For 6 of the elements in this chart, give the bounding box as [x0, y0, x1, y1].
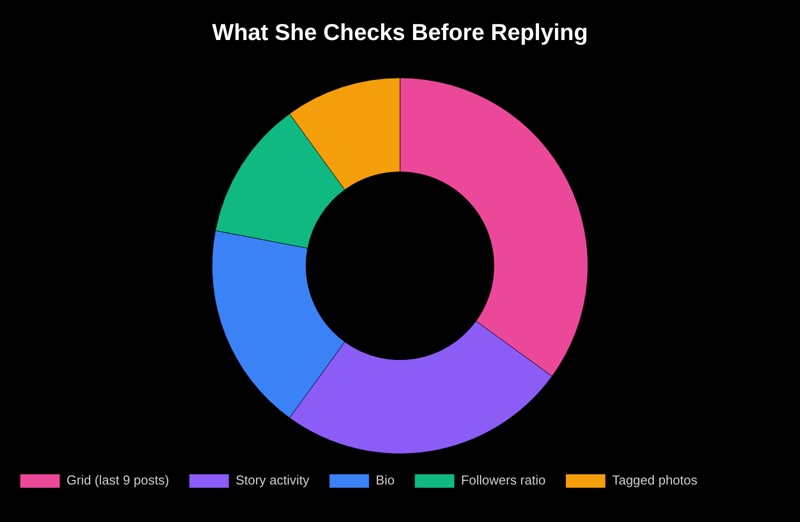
legend-label: Grid (last 9 posts) [66, 472, 170, 488]
legend-label: Bio [376, 472, 395, 488]
legend-label: Tagged photos [612, 472, 698, 488]
legend-label: Story activity [236, 472, 310, 488]
chart-title: What She Checks Before Replying [212, 19, 588, 46]
legend-label: Followers ratio [461, 472, 546, 488]
